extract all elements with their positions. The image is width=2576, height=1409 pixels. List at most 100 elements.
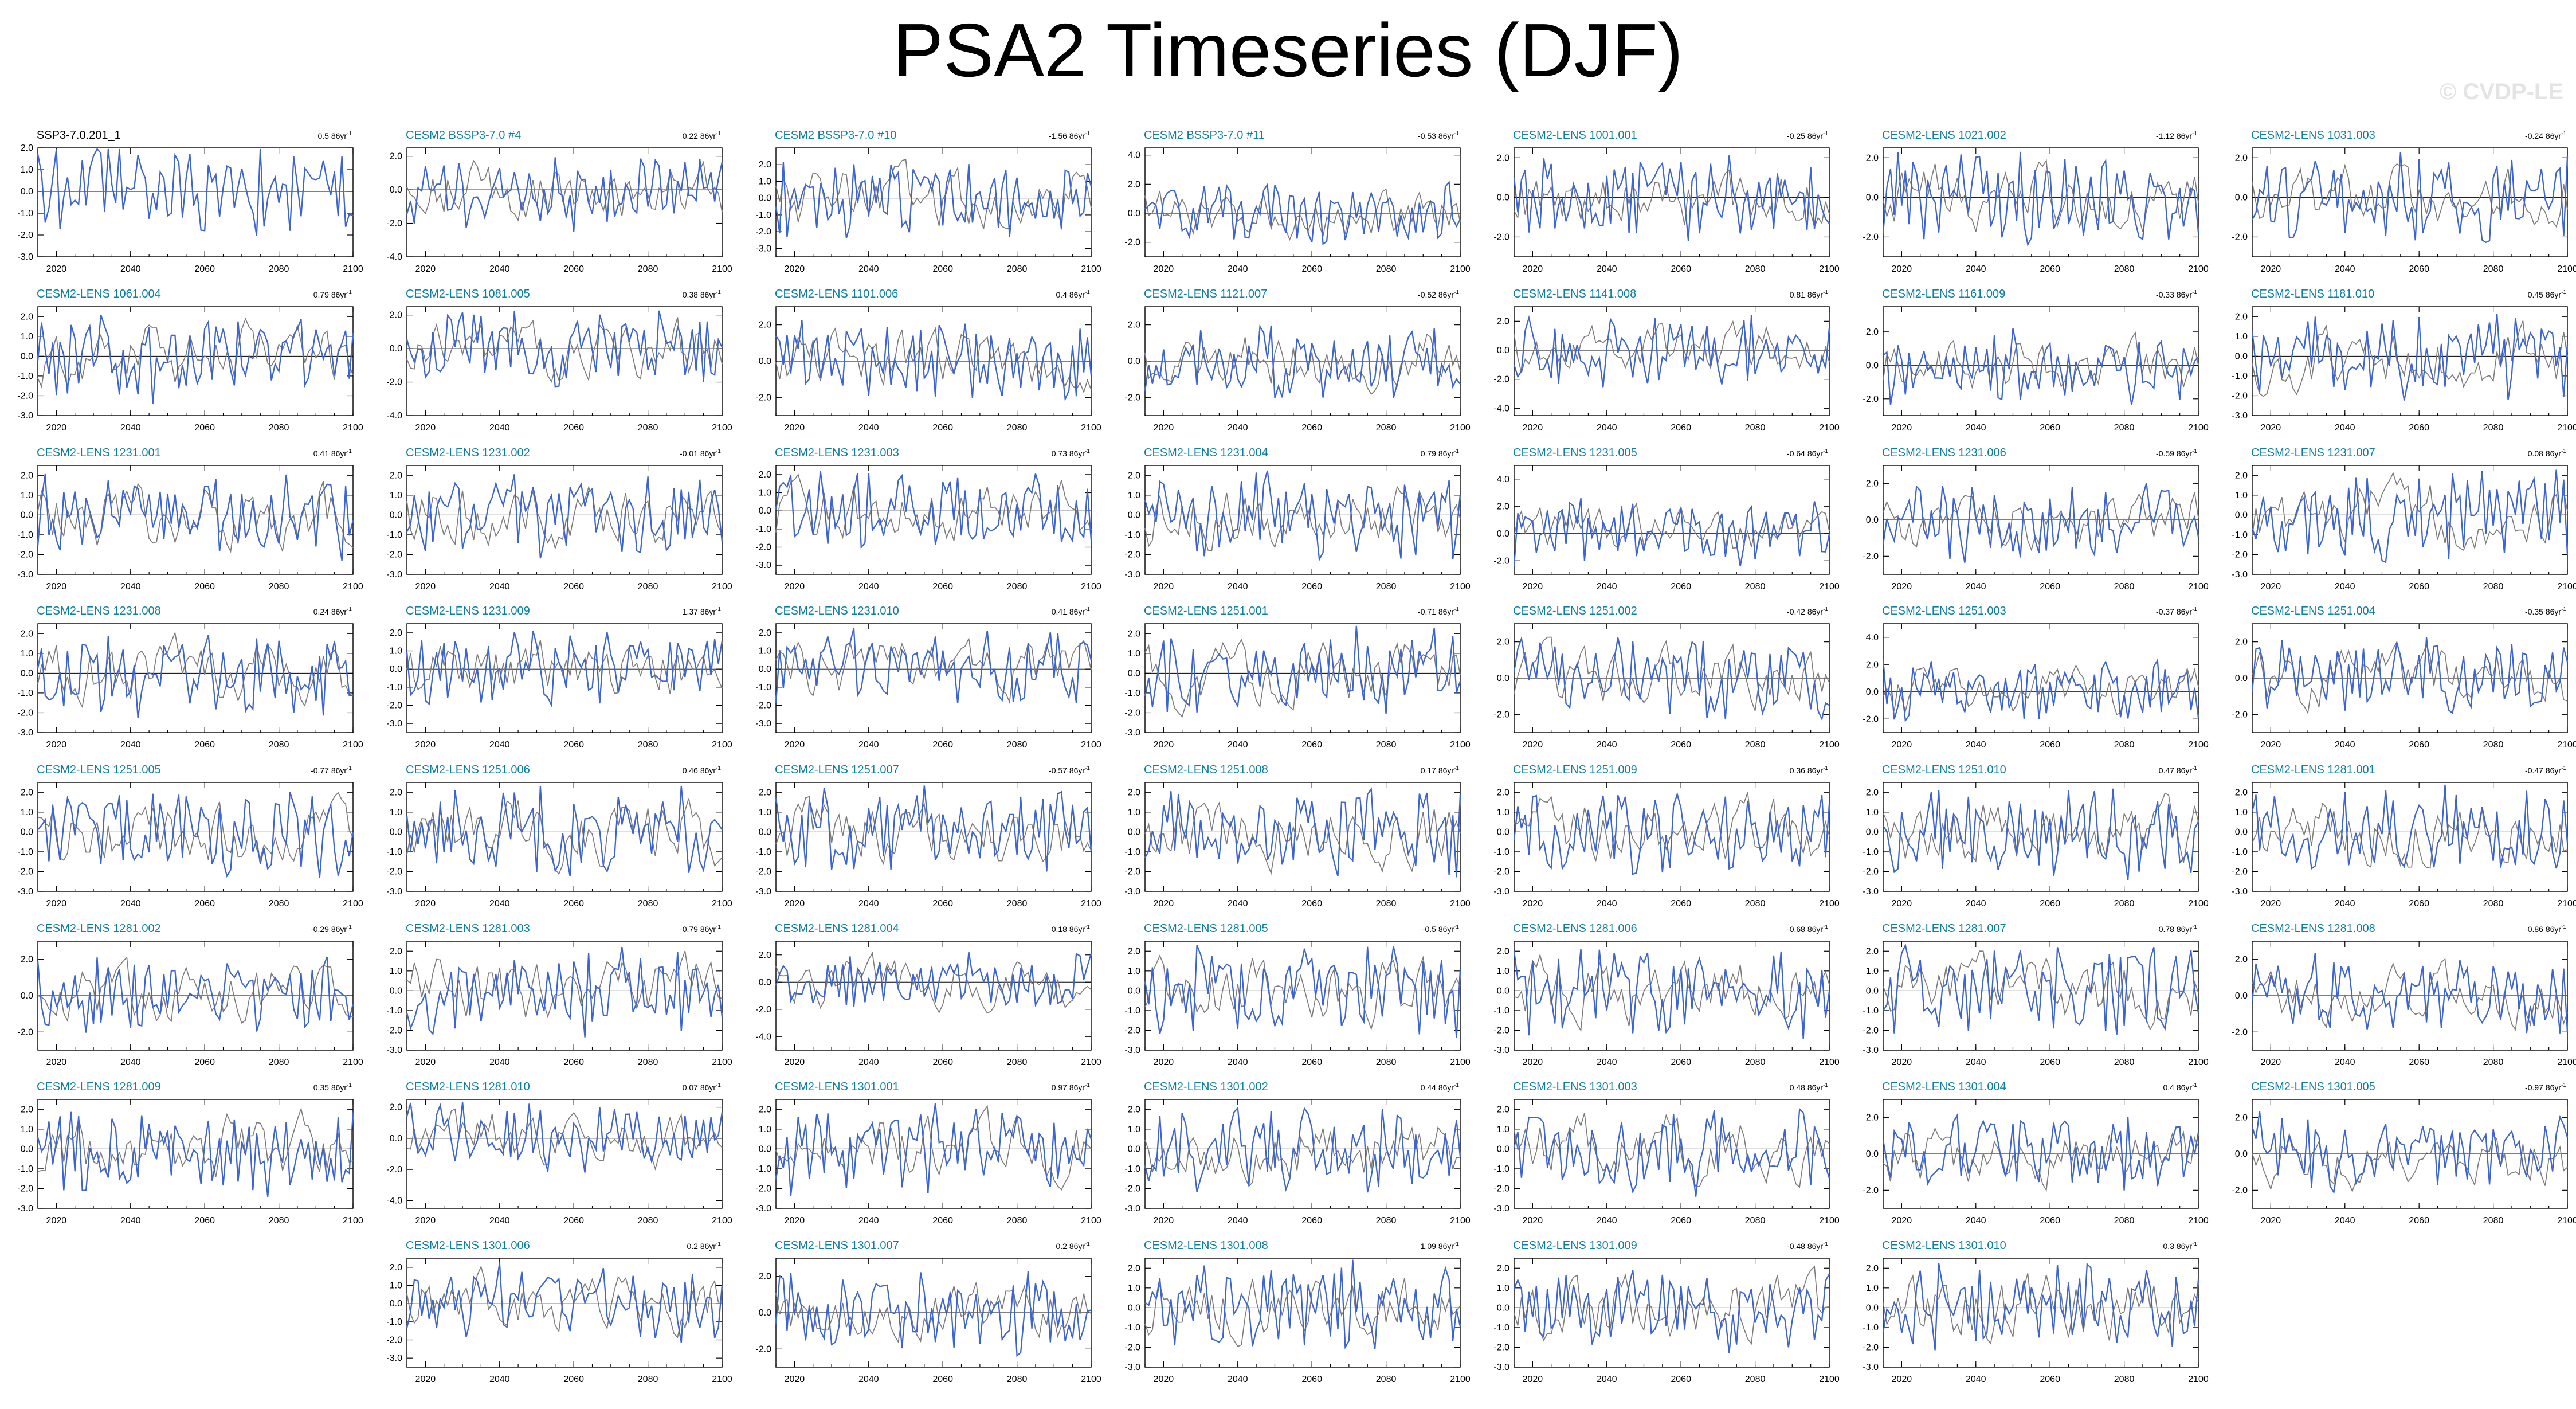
y-tick-label: -3.0 (755, 719, 771, 729)
x-tick-label: 2020 (46, 423, 67, 433)
member-series-line (775, 952, 1092, 1007)
panel-title: CESM2-LENS 1301.002 (1144, 1081, 1268, 1093)
x-tick-label: 2100 (2188, 740, 2209, 750)
x-tick-label: 2040 (489, 899, 510, 909)
x-tick-label: 2080 (2483, 1058, 2504, 1067)
y-tick-label: 2.0 (759, 788, 771, 797)
trend-label: -0.42 86yr-1 (1787, 606, 1828, 616)
plot-frame (37, 623, 354, 733)
ensemble-mean-line (775, 1282, 1092, 1344)
y-tick-label: -2.0 (1863, 1026, 1879, 1035)
y-tick-label: 1.0 (1128, 491, 1140, 500)
y-tick-label: 2.0 (1866, 479, 1879, 489)
x-tick-label: 2020 (1154, 423, 1174, 433)
timeseries-panel: CESM2 BSSP3-7.0 #10 -1.56 86yr-1 2.0 1.0 0.0… (755, 129, 1101, 274)
x-tick-label: 2060 (1671, 740, 1691, 750)
trend-label: 0.3 86yr-1 (2163, 1241, 2198, 1251)
x-tick-label: 2040 (120, 740, 141, 750)
y-tick-label: 2.0 (1128, 179, 1140, 189)
panel-title: CESM2-LENS 1251.009 (1513, 764, 1637, 776)
y-tick-label: 0.0 (2235, 351, 2248, 361)
x-tick-label: 2080 (2483, 264, 2504, 274)
y-tick-label: 0.0 (759, 1308, 771, 1318)
y-tick-label: -2.0 (17, 391, 33, 401)
timeseries-panel: CESM2-LENS 1301.003 0.48 86yr-1 2.0 1.0 0.0 -… (1493, 1081, 1839, 1226)
x-tick-label: 2100 (343, 899, 363, 909)
x-tick-label: 2060 (1671, 1375, 1691, 1384)
x-tick-label: 2100 (2188, 1058, 2209, 1067)
y-tick-label: -1.0 (1124, 530, 1140, 540)
panel-title: CESM2-LENS 1301.004 (1882, 1081, 2006, 1093)
plot-frame (775, 941, 1092, 1051)
y-tick-label: -2.0 (755, 867, 771, 876)
trend-label: -0.64 86yr-1 (1787, 448, 1828, 458)
x-tick-label: 2100 (1819, 1375, 1840, 1384)
trend-label: 0.97 86yr-1 (1052, 1082, 1091, 1092)
y-tick-label: -3.0 (1863, 1363, 1879, 1372)
plot-frame (1144, 465, 1461, 575)
member-series-line (1513, 1107, 1830, 1197)
x-tick-label: 2060 (1301, 423, 1322, 433)
ensemble-mean-line (37, 956, 354, 1024)
y-tick-label: -2.0 (1124, 1184, 1140, 1193)
ensemble-mean-line (1883, 159, 2199, 232)
y-tick-label: -3.0 (386, 887, 402, 897)
x-tick-label: 2020 (1523, 1216, 1543, 1226)
x-tick-label: 2020 (1892, 1375, 1912, 1384)
y-tick-label: 1.0 (759, 808, 771, 817)
x-tick-label: 2100 (343, 264, 363, 274)
y-tick-label: -2.0 (2232, 232, 2248, 242)
y-tick-label: 2.0 (1128, 946, 1140, 956)
y-tick-label: -2.0 (2232, 1027, 2248, 1037)
y-tick-label: 1.0 (21, 1125, 33, 1134)
y-tick-label: 0.0 (390, 1134, 402, 1144)
x-tick-label: 2020 (785, 740, 805, 750)
plot-frame (406, 147, 723, 257)
x-tick-label: 2060 (2040, 1216, 2060, 1226)
member-series-line (37, 1111, 354, 1197)
x-tick-label: 2080 (269, 582, 289, 592)
y-tick-label: 0.0 (759, 357, 771, 366)
y-tick-label: 4.0 (1866, 633, 1879, 643)
x-tick-label: 2080 (1007, 1375, 1028, 1384)
x-tick-label: 2080 (1007, 264, 1028, 274)
x-tick-label: 2060 (2040, 899, 2060, 909)
x-tick-label: 2060 (563, 1216, 584, 1226)
y-tick-label: -2.0 (2232, 550, 2248, 559)
trend-label: 1.37 86yr-1 (683, 606, 722, 616)
y-tick-label: -2.0 (2232, 867, 2248, 876)
x-tick-label: 2080 (1376, 264, 1397, 274)
x-tick-label: 2020 (785, 423, 805, 433)
member-series-line (1513, 315, 1830, 388)
x-tick-label: 2020 (1523, 1375, 1543, 1384)
y-tick-label: 1.0 (1497, 1283, 1509, 1293)
x-tick-label: 2020 (1154, 740, 1174, 750)
x-tick-label: 2080 (1007, 1216, 1028, 1226)
ensemble-mean-line (406, 798, 723, 875)
member-series-line (1513, 1270, 1830, 1353)
x-tick-label: 2020 (1892, 740, 1912, 750)
x-tick-label: 2020 (785, 582, 805, 592)
timeseries-panel: CESM2-LENS 1281.006 -0.68 86yr-1 2.0 1.0 0.0… (1493, 922, 1839, 1067)
x-tick-label: 2060 (932, 1375, 953, 1384)
trend-label: -0.47 86yr-1 (2525, 765, 2566, 775)
x-tick-label: 2040 (1228, 899, 1248, 909)
plot-frame (1144, 941, 1461, 1051)
panel-title: CESM2-LENS 1281.005 (1144, 922, 1268, 935)
trend-label: 0.18 86yr-1 (1052, 924, 1091, 934)
y-tick-label: -1.0 (1124, 847, 1140, 857)
member-series-line (775, 162, 1092, 238)
x-tick-label: 2040 (1228, 423, 1248, 433)
ensemble-mean-line (1883, 1273, 2199, 1345)
y-tick-label: -1.0 (1124, 1164, 1140, 1174)
y-tick-label: -3.0 (755, 887, 771, 897)
x-tick-label: 2100 (1081, 740, 1101, 750)
y-tick-label: -2.0 (2232, 1185, 2248, 1195)
x-tick-label: 2040 (2335, 1216, 2355, 1226)
y-tick-label: -1.0 (2232, 371, 2248, 381)
x-tick-label: 2080 (638, 740, 658, 750)
x-tick-label: 2080 (269, 264, 289, 274)
x-tick-label: 2040 (489, 264, 510, 274)
y-tick-label: -2.0 (755, 1184, 771, 1193)
ensemble-mean-line (2252, 163, 2568, 228)
